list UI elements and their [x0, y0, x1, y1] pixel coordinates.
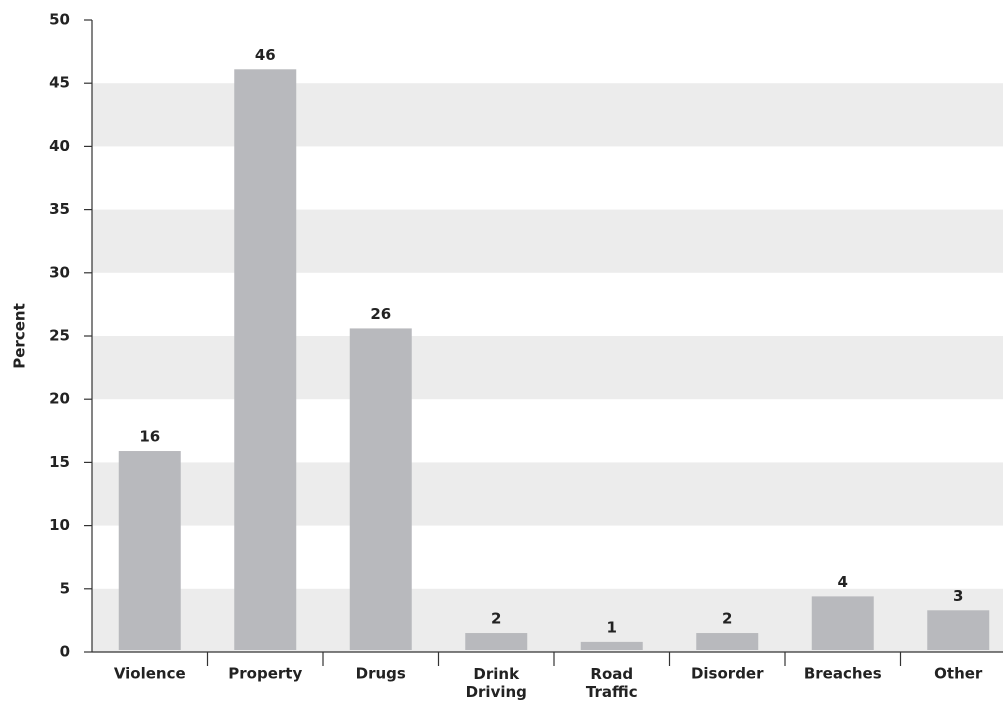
x-tick-label: Drink Driving	[466, 665, 527, 701]
value-label: 46	[255, 46, 276, 64]
x-tick-label: Violence	[114, 665, 186, 683]
grid-band	[92, 336, 1003, 400]
bar	[580, 641, 643, 650]
x-tick-label: Other	[934, 665, 983, 683]
value-label: 16	[139, 428, 160, 446]
grid-band	[92, 83, 1003, 147]
value-label: 2	[491, 610, 501, 628]
bar	[811, 596, 874, 650]
y-tick-label: 35	[49, 200, 70, 218]
bar	[927, 610, 990, 650]
bar	[465, 633, 528, 650]
grid-band	[92, 462, 1003, 526]
x-tick-label: Property	[228, 665, 302, 683]
y-tick-label: 40	[49, 137, 70, 155]
x-tick-label: Breaches	[804, 665, 882, 683]
value-label: 2	[722, 610, 732, 628]
value-label: 4	[838, 573, 848, 591]
x-tick-label: Drugs	[356, 665, 406, 683]
value-label: 1	[607, 618, 617, 636]
bar	[696, 633, 759, 650]
y-tick-label: 20	[49, 390, 70, 408]
value-label: 3	[953, 587, 963, 605]
bar	[118, 451, 181, 650]
bar	[234, 69, 297, 650]
y-tick-label: 25	[49, 327, 70, 345]
y-tick-label: 5	[60, 579, 70, 597]
y-tick-label: 45	[49, 74, 70, 92]
value-label: 26	[370, 305, 391, 323]
x-tick-label: Disorder	[691, 665, 764, 683]
y-tick-label: 10	[49, 516, 70, 534]
y-tick-label: 30	[49, 263, 70, 281]
grid-band	[92, 209, 1003, 273]
y-tick-label: 0	[60, 643, 70, 661]
y-axis-label: Percent	[11, 303, 29, 368]
bar	[349, 328, 412, 650]
x-tick-label: Road Traffic	[586, 665, 638, 701]
y-tick-label: 50	[49, 11, 70, 29]
y-tick-label: 15	[49, 453, 70, 471]
